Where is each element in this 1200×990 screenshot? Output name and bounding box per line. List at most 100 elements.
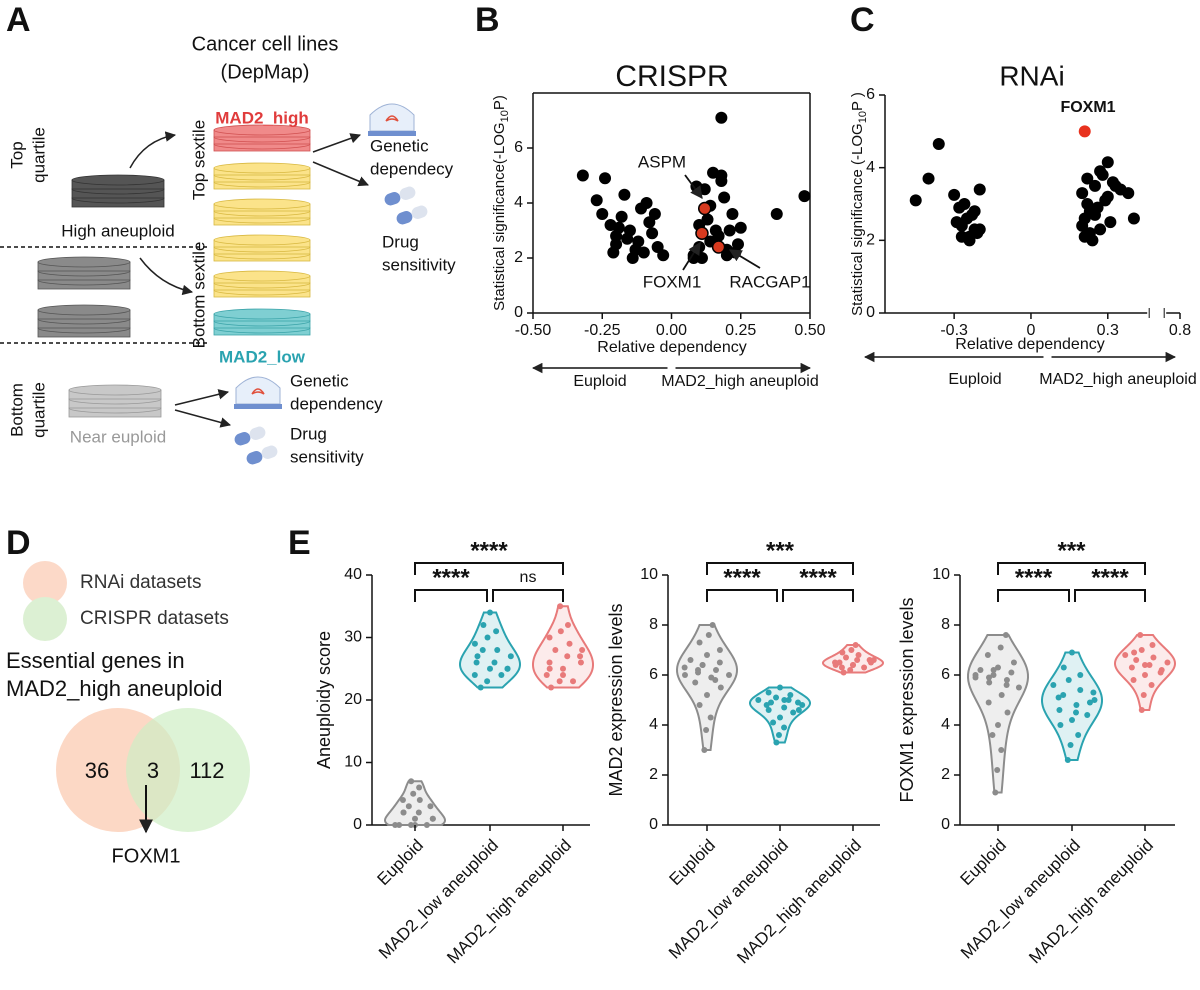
y-tick-label: 30 <box>344 629 362 646</box>
point <box>995 722 1001 728</box>
point <box>712 677 719 683</box>
point <box>1109 179 1122 192</box>
point <box>866 657 873 663</box>
point <box>707 714 714 721</box>
point <box>1101 156 1114 169</box>
point <box>621 232 634 245</box>
point <box>681 664 688 671</box>
title: (DepMap) <box>221 61 310 83</box>
disk-top <box>37 304 131 316</box>
panel-letter: B <box>475 1 500 39</box>
direction-label: Euploid <box>948 371 1001 388</box>
chart-title: CRISPR <box>615 60 728 93</box>
icon <box>399 186 416 200</box>
point <box>794 699 801 706</box>
icon <box>251 388 265 395</box>
point <box>1056 707 1063 713</box>
point <box>692 679 699 686</box>
point <box>1138 647 1145 653</box>
point <box>473 659 480 666</box>
significance-bracket <box>997 562 1146 575</box>
icon <box>396 211 413 225</box>
point <box>787 692 794 698</box>
point <box>990 667 997 673</box>
label: FOXM1 <box>112 845 181 867</box>
point <box>989 732 996 738</box>
x-tick-label: Euploid <box>956 836 1010 890</box>
title: Cancer cell lines <box>192 33 339 55</box>
point <box>1055 694 1062 701</box>
point <box>552 647 559 653</box>
direction-label: MAD2_high aneuploid <box>661 373 818 390</box>
point <box>726 672 733 678</box>
disk-top <box>213 198 311 210</box>
y-tick-label: 6 <box>941 666 950 683</box>
direction-label: Euploid <box>573 373 626 390</box>
y-axis-label: Statistical significance (-LOG10P ) <box>849 92 869 316</box>
point <box>870 657 877 663</box>
point <box>596 208 609 220</box>
x-tick-label: Euploid <box>665 836 719 890</box>
icon <box>235 376 281 405</box>
point <box>781 697 788 703</box>
point <box>408 778 415 785</box>
point <box>777 684 783 691</box>
label: MAD2_low <box>219 347 306 366</box>
point <box>734 221 747 234</box>
x-tick-label: MAD2_low aneuploid <box>957 836 1084 963</box>
point <box>1073 702 1080 708</box>
legend-label: RNAi datasets <box>80 572 201 593</box>
point <box>1146 662 1153 668</box>
y-tick-label: 6 <box>514 139 523 156</box>
point <box>717 684 724 691</box>
icon <box>384 192 401 206</box>
point <box>781 704 788 711</box>
point <box>646 227 659 240</box>
point <box>998 692 1005 698</box>
point <box>985 699 992 706</box>
point <box>484 678 491 685</box>
y-tick-label: 8 <box>941 616 950 633</box>
point <box>546 665 553 672</box>
point <box>484 634 491 641</box>
point <box>1067 742 1074 748</box>
point <box>471 672 478 678</box>
point <box>396 822 403 828</box>
point <box>1148 682 1155 688</box>
point <box>715 111 728 124</box>
point <box>696 702 703 708</box>
point <box>566 640 573 647</box>
point <box>1127 212 1140 225</box>
point <box>704 652 710 658</box>
x-tick-label: MAD2_low aneuploid <box>665 836 792 963</box>
point <box>1101 190 1114 203</box>
point <box>707 166 720 179</box>
label: Bottom sextile <box>189 242 208 349</box>
icon <box>396 205 428 225</box>
point <box>839 649 846 656</box>
point <box>1086 699 1093 706</box>
point <box>850 662 856 668</box>
point <box>471 640 478 647</box>
point <box>1164 659 1171 666</box>
legend-swatch <box>23 597 67 641</box>
label: sensitivity <box>382 255 456 274</box>
label: dependecy <box>370 159 454 178</box>
y-axis-label-part: 10 <box>499 110 511 122</box>
point <box>491 659 498 666</box>
point <box>1057 722 1064 728</box>
point <box>1076 219 1089 232</box>
panel-letter: A <box>6 1 31 39</box>
point <box>843 654 850 661</box>
point <box>963 234 976 247</box>
y-axis-label-part: P) <box>491 95 508 110</box>
point <box>556 678 563 685</box>
point <box>1015 684 1022 691</box>
point <box>1008 669 1015 676</box>
point <box>577 653 584 660</box>
point <box>716 647 723 653</box>
significance-label: *** <box>1057 537 1086 564</box>
point <box>1083 205 1096 218</box>
point <box>1003 677 1010 683</box>
point <box>1004 709 1011 716</box>
